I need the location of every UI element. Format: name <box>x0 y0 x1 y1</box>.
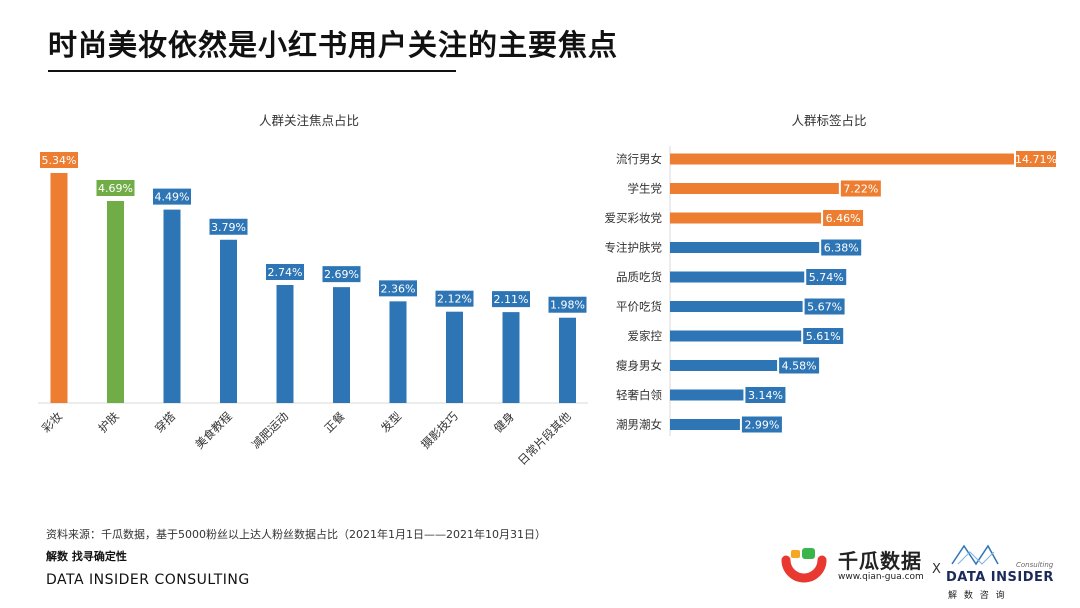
right-data-label: 6.46% <box>826 212 861 225</box>
right-data-label-bg <box>741 416 782 433</box>
slogan: 解数 找寻确定性 <box>46 550 127 563</box>
right-data-label: 2.99% <box>744 419 779 432</box>
left-data-label: 2.74% <box>268 266 303 279</box>
right-data-label-bg <box>821 239 862 256</box>
right-data-label: 6.38% <box>824 242 859 255</box>
left-data-label-bg <box>548 296 587 313</box>
right-bar <box>670 183 839 194</box>
left-data-label-bg <box>153 188 191 205</box>
right-bar <box>670 271 805 283</box>
qiangua-name: 千瓜数据 <box>838 549 922 573</box>
left-bar <box>559 317 576 403</box>
datainsider-logo-icon <box>951 544 999 566</box>
right-data-label-bg <box>803 328 844 344</box>
right-bar <box>670 242 820 253</box>
right-bar <box>670 153 1014 165</box>
left-data-label-bg <box>40 152 78 168</box>
title-underline <box>48 70 456 72</box>
left-bar <box>333 287 350 403</box>
left-data-label-bg <box>379 280 417 297</box>
right-data-label-bg <box>1016 151 1056 167</box>
left-data-label-bg <box>96 179 135 196</box>
left-data-label-bg <box>209 218 248 235</box>
right-data-label: 7.22% <box>843 183 878 196</box>
right-data-label: 5.74% <box>809 271 844 284</box>
right-data-label-bg <box>779 357 820 374</box>
right-category-label: 专注护肤党 <box>605 241 663 255</box>
right-data-label: 5.67% <box>807 301 842 314</box>
datainsider-name: DATA INSIDER <box>946 570 1054 585</box>
left-bar <box>389 301 407 403</box>
left-data-label-bg <box>266 263 304 280</box>
datainsider-consulting: Consulting <box>1016 561 1054 569</box>
left-bar <box>446 311 463 403</box>
right-bar <box>670 301 803 312</box>
right-category-label: 流行男女 <box>616 152 662 166</box>
left-chart-title: 人群关注焦点占比 <box>259 113 359 128</box>
left-bar <box>107 200 124 403</box>
left-data-label-bg <box>322 266 361 283</box>
left-data-label: 4.49% <box>155 191 190 204</box>
right-bar <box>670 419 740 430</box>
right-category-label: 爱买彩妆党 <box>605 211 663 225</box>
right-category-label: 品质吃货 <box>616 270 662 284</box>
datainsider-sub: 解 数 咨 询 <box>948 591 1007 601</box>
left-data-label: 3.79% <box>211 221 246 234</box>
left-data-label: 4.69% <box>98 182 133 195</box>
left-data-label-bg <box>435 290 474 307</box>
company-name: DATA INSIDER CONSULTING <box>46 572 250 588</box>
source-note: 资料来源：千瓜数据，基于5000粉丝以上达人粉丝数据占比（2021年1月1日——… <box>46 528 546 541</box>
right-bar <box>670 212 822 224</box>
left-data-label: 2.11% <box>494 293 529 306</box>
left-bar <box>276 284 294 403</box>
right-category-label: 学生党 <box>628 182 663 196</box>
right-data-label-bg <box>840 180 881 197</box>
left-data-label: 5.34% <box>42 154 77 167</box>
right-data-label-bg <box>823 210 864 226</box>
right-chart-title: 人群标签占比 <box>791 113 866 128</box>
left-data-label: 1.98% <box>550 299 585 312</box>
left-bar <box>220 239 237 403</box>
right-category-label: 潮男潮女 <box>616 418 662 432</box>
right-category-label: 轻奢白领 <box>616 388 662 402</box>
qiangua-logo-icon <box>781 548 827 583</box>
qiangua-url: www.qian-gua.com <box>838 572 924 582</box>
right-data-label: 5.61% <box>806 330 841 343</box>
right-category-label: 平价吃货 <box>616 300 662 314</box>
right-bar <box>670 330 802 342</box>
right-data-label: 4.58% <box>782 360 817 373</box>
right-data-label: 3.14% <box>748 389 783 402</box>
right-bar <box>670 389 744 401</box>
right-data-label-bg <box>745 387 786 403</box>
right-bar <box>670 360 778 371</box>
left-data-label: 2.69% <box>324 268 359 281</box>
right-data-label-bg <box>806 269 847 285</box>
right-category-label: 瘦身男女 <box>616 359 662 373</box>
left-bar <box>163 209 181 403</box>
right-category-label: 爱家控 <box>628 329 663 343</box>
left-data-label-bg <box>492 291 530 308</box>
right-data-label: 14.71% <box>1015 153 1057 166</box>
left-bar <box>50 173 68 403</box>
page-title: 时尚美妆依然是小红书用户关注的主要焦点 <box>48 28 619 62</box>
left-bar <box>502 312 520 403</box>
left-data-label: 2.12% <box>437 293 472 306</box>
right-data-label-bg <box>804 298 845 315</box>
logo-separator: X <box>932 562 941 577</box>
left-data-label: 2.36% <box>381 282 416 295</box>
